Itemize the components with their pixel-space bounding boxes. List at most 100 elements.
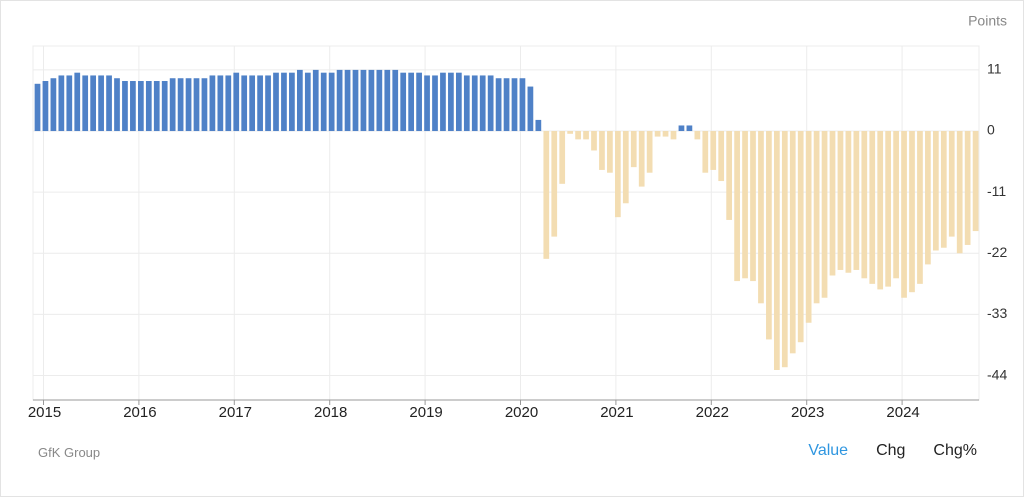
- bar: [360, 69, 367, 132]
- x-tick-label: 2022: [696, 404, 729, 421]
- bar: [853, 131, 860, 270]
- bar: [193, 78, 200, 132]
- tabs: Value Chg Chg%: [808, 442, 977, 460]
- x-tick-label: 2015: [28, 404, 61, 421]
- bar: [511, 78, 518, 132]
- tab[interactable]: Value: [808, 442, 849, 459]
- bar: [50, 78, 57, 132]
- bar: [909, 131, 915, 293]
- bar: [34, 83, 41, 132]
- y-tick-label: -33: [987, 305, 1007, 321]
- bar: [893, 131, 899, 279]
- bar: [773, 131, 780, 370]
- x-tick-label: 2017: [219, 404, 252, 421]
- bar: [90, 75, 97, 132]
- y-tick-label: 11: [987, 61, 1002, 77]
- tab[interactable]: Chg: [876, 442, 906, 459]
- y-tick-label: -11: [987, 183, 1006, 199]
- bar: [599, 131, 605, 170]
- bar: [813, 131, 820, 304]
- bar: [614, 131, 621, 218]
- bar: [217, 75, 224, 132]
- bar: [734, 131, 740, 282]
- bar: [694, 131, 701, 140]
- bar: [352, 69, 359, 132]
- y-tick-label: -44: [987, 366, 1007, 382]
- bar: [964, 131, 971, 245]
- bar: [281, 72, 287, 132]
- bar: [66, 75, 73, 132]
- bar: [583, 131, 589, 140]
- bar: [567, 131, 574, 134]
- bar: [265, 75, 271, 132]
- bar: [527, 86, 534, 132]
- x-tick-label: 2023: [791, 404, 824, 421]
- bar: [241, 75, 248, 132]
- tab[interactable]: Chg%: [933, 442, 977, 459]
- bar: [932, 131, 939, 251]
- bar: [448, 72, 454, 132]
- bar: [869, 131, 876, 284]
- bar: [328, 72, 335, 132]
- bar: [630, 131, 637, 168]
- bar: [161, 81, 168, 132]
- bar: [591, 131, 597, 151]
- bar: [169, 78, 176, 132]
- bar: [257, 75, 263, 132]
- bar: [114, 78, 120, 132]
- bar: [718, 131, 725, 182]
- bar: [153, 81, 160, 132]
- bar: [607, 131, 613, 173]
- bar: [130, 81, 136, 132]
- bar: [917, 131, 923, 284]
- bar: [877, 131, 884, 290]
- bar: [74, 72, 81, 132]
- bar: [726, 131, 733, 220]
- bar: [805, 131, 812, 323]
- bar: [233, 72, 240, 132]
- bar: [225, 75, 232, 132]
- x-tick-label: 2021: [600, 404, 633, 421]
- bar: [519, 78, 526, 132]
- bar: [551, 131, 558, 237]
- bar: [312, 69, 319, 132]
- bar: [845, 131, 852, 273]
- bar: [392, 69, 399, 132]
- bar: [408, 72, 415, 132]
- bar: [758, 131, 764, 304]
- bar: [559, 131, 566, 184]
- bar: [956, 131, 963, 254]
- bar: [416, 72, 422, 132]
- bar: [940, 131, 947, 248]
- bar: [638, 131, 645, 187]
- bar: [678, 125, 685, 132]
- bar: [742, 131, 748, 279]
- source: GfK Group: [38, 445, 101, 460]
- bar: [646, 131, 653, 173]
- bar: [837, 131, 844, 270]
- bar: [58, 75, 65, 132]
- bar: [495, 78, 502, 132]
- bar: [320, 72, 327, 132]
- bar: [662, 131, 669, 137]
- bar: [432, 75, 438, 132]
- bar: [487, 75, 494, 132]
- bar: [797, 131, 804, 343]
- bar: [901, 131, 907, 298]
- bar: [789, 131, 796, 354]
- bar: [479, 75, 486, 132]
- x-tick-label: 2024: [886, 404, 919, 421]
- bar: [535, 119, 542, 132]
- bar: [471, 75, 478, 132]
- bar: [925, 131, 931, 265]
- bar: [463, 75, 470, 132]
- bar: [249, 75, 256, 132]
- bar: [289, 72, 295, 132]
- bar: [273, 72, 279, 132]
- bar: [885, 131, 892, 287]
- bar: [209, 75, 216, 132]
- bar: [702, 131, 709, 173]
- bar: [424, 75, 430, 132]
- bar: [368, 69, 375, 132]
- bar: [710, 131, 717, 170]
